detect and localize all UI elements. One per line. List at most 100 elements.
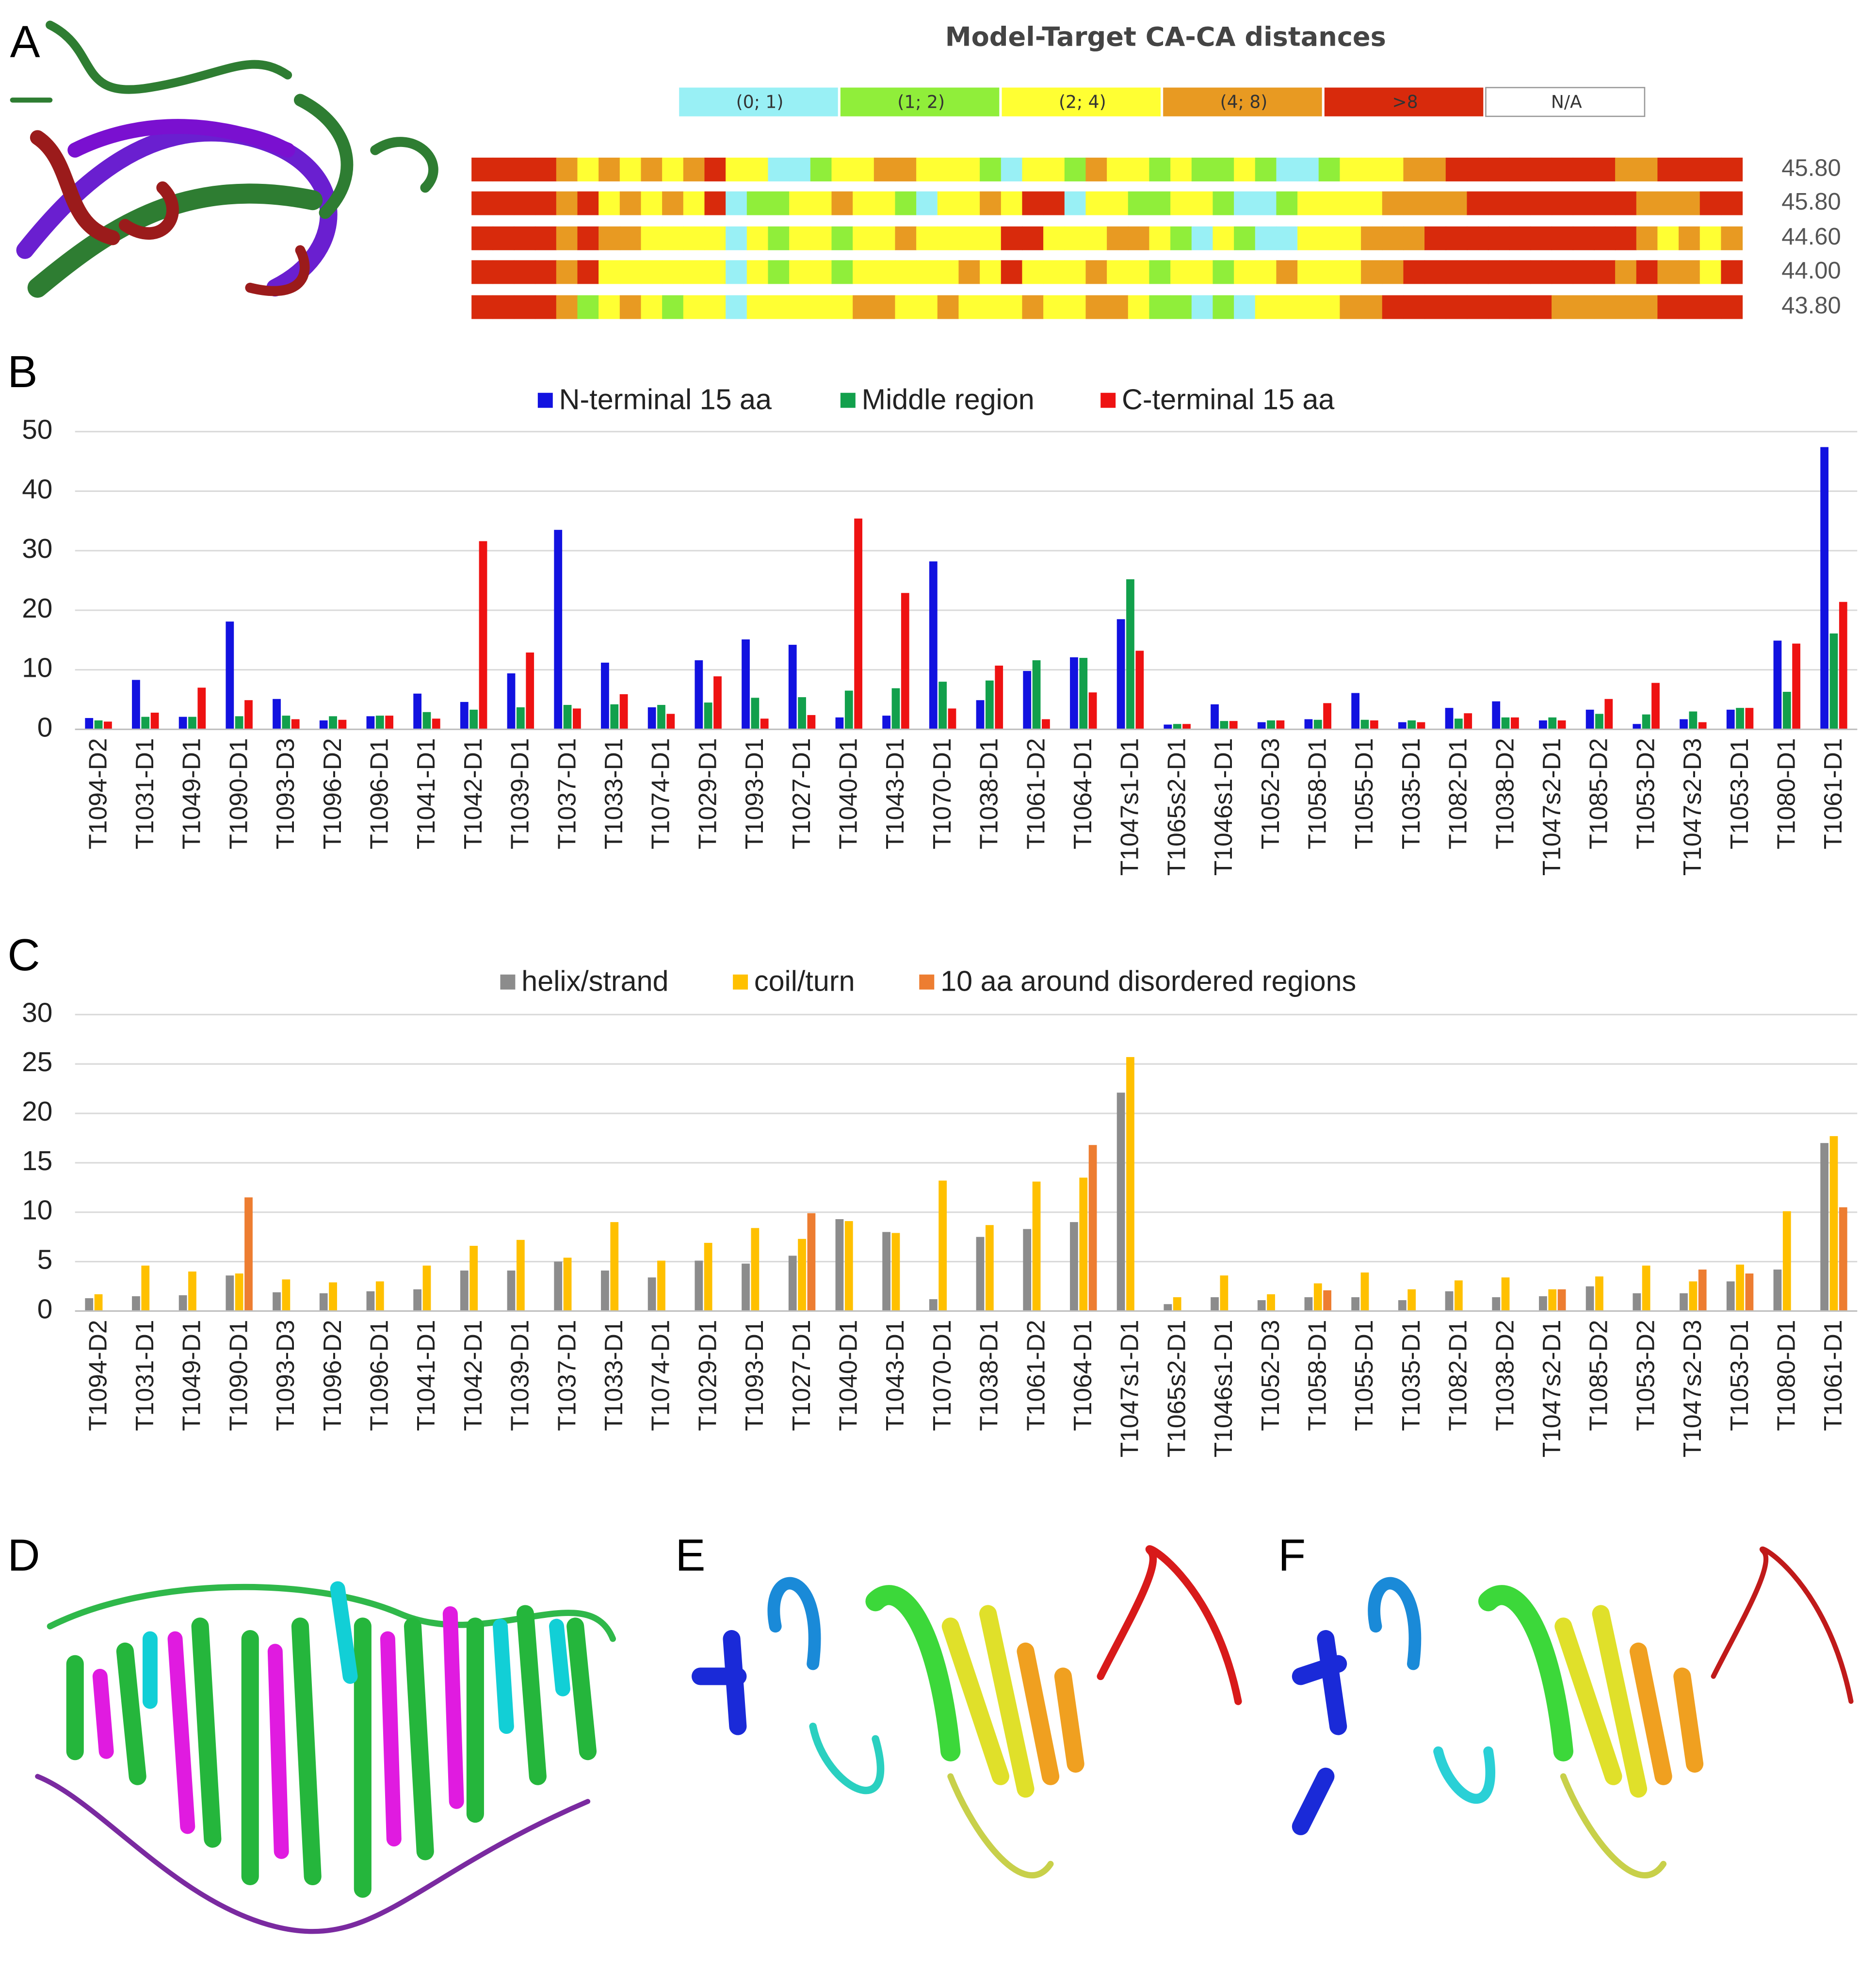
distance-cell [704, 191, 727, 215]
bar [901, 593, 909, 730]
bar [976, 1237, 985, 1311]
distance-cell [1572, 260, 1595, 284]
bar [1088, 692, 1097, 730]
distance-cell [1340, 260, 1362, 284]
bar [1595, 1276, 1603, 1311]
bar [104, 721, 112, 730]
distance-cell [1318, 157, 1341, 181]
distance-cell [1107, 295, 1129, 319]
distance-cell [1721, 191, 1743, 215]
distance-cell [1043, 191, 1065, 215]
distance-cell [1657, 295, 1680, 319]
bar [835, 717, 844, 730]
distance-cell [1149, 295, 1171, 319]
y-tick-label: 10 [22, 653, 52, 684]
distance-cell [873, 191, 896, 215]
bar [844, 690, 853, 730]
x-tick-label: T1037-D1 [552, 738, 581, 849]
protein-structure-e [692, 1545, 1242, 1878]
distance-cell [662, 260, 684, 284]
bar [788, 1256, 797, 1311]
distance-cell [535, 226, 557, 250]
distance-cell [535, 260, 557, 284]
distance-cell [514, 191, 536, 215]
bar [226, 621, 234, 730]
distance-cell [1594, 295, 1616, 319]
distance-cell [1149, 226, 1171, 250]
distance-cell [1594, 260, 1616, 284]
model-score: 44.60 [1781, 224, 1841, 250]
distance-cell [1552, 191, 1573, 215]
distance-cell [895, 295, 917, 319]
bar [469, 1246, 478, 1311]
legend-label: (4; 8) [1220, 92, 1268, 113]
bar [1323, 703, 1331, 730]
y-tick-label: 0 [37, 1294, 53, 1324]
bar [1304, 719, 1313, 730]
distance-cell [1382, 226, 1404, 250]
distance-cell [1382, 260, 1404, 284]
bar [938, 682, 947, 730]
bar [413, 693, 422, 730]
panel-label: B [7, 346, 37, 397]
bar [1726, 1281, 1735, 1311]
x-tick-label: T1031-D1 [130, 738, 159, 849]
bar [1267, 1294, 1275, 1311]
bar [1323, 1290, 1331, 1311]
distance-cell [1170, 226, 1192, 250]
bar [1126, 1057, 1134, 1311]
distance-cell [958, 260, 981, 284]
bar [1820, 447, 1829, 730]
distance-cell [1255, 191, 1277, 215]
distance-cell [1128, 295, 1150, 319]
bar [1407, 1289, 1416, 1311]
bar [1829, 633, 1838, 730]
distance-cell [514, 226, 536, 250]
distance-cell [598, 295, 620, 319]
bar [1360, 1272, 1369, 1311]
x-tick-label: T1041-D1 [412, 738, 440, 849]
bar [1313, 719, 1322, 730]
x-tick-label: T1082-D1 [1444, 738, 1472, 849]
distance-cell [1552, 226, 1573, 250]
distance-cell [1191, 226, 1213, 250]
bar [1501, 1277, 1510, 1311]
distance-cell [535, 157, 557, 181]
distance-cell [1594, 191, 1616, 215]
distance-cell [1213, 226, 1235, 250]
distance-cell [683, 226, 705, 250]
distance-cell [1022, 191, 1044, 215]
distance-cell [1488, 157, 1510, 181]
bar [235, 1273, 243, 1311]
bar [460, 1270, 469, 1311]
bar [1304, 1297, 1313, 1311]
bar [882, 1232, 891, 1311]
distance-cell [1085, 157, 1108, 181]
bar [929, 561, 938, 730]
distance-cell [577, 295, 599, 319]
bar [619, 694, 628, 730]
y-tick-label: 10 [22, 1195, 52, 1226]
y-tick-label: 5 [37, 1245, 53, 1275]
distance-cell [1213, 260, 1235, 284]
bar [375, 716, 384, 730]
bar [432, 718, 440, 730]
bar [1745, 1273, 1754, 1311]
x-tick-label: T1082-D1 [1444, 1320, 1472, 1431]
distance-cell [831, 295, 854, 319]
distance-cell [1467, 226, 1489, 250]
distance-cell [1530, 191, 1553, 215]
distance-cell [768, 191, 790, 215]
bar [1548, 1289, 1557, 1311]
bar [1220, 1275, 1229, 1311]
panel-label: A [10, 16, 40, 66]
distance-cell [535, 295, 557, 319]
legend-swatch [679, 87, 838, 116]
x-tick-label: T1039-D1 [506, 738, 534, 849]
distance-cell [471, 191, 493, 215]
distance-cell [937, 226, 959, 250]
distance-cell [471, 226, 493, 250]
distance-cell [1022, 260, 1044, 284]
x-tick-label: T1037-D1 [552, 1320, 581, 1431]
distance-cell [1297, 260, 1319, 284]
